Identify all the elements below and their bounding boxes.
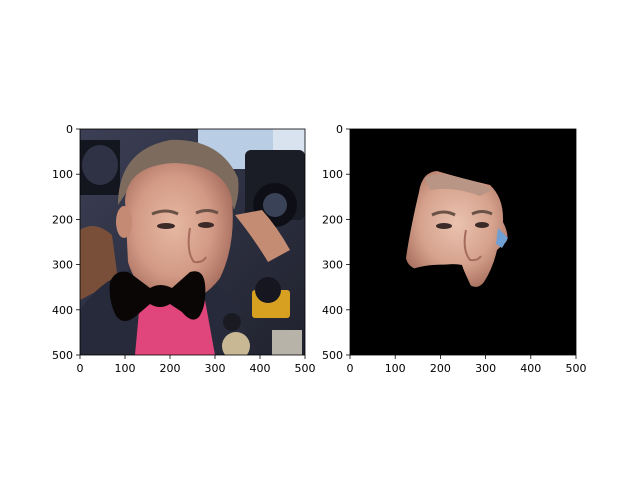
x-tick-label: 200 [160,362,181,375]
x-tick-label: 400 [250,362,271,375]
x-tick-label: 0 [77,362,84,375]
right-image-axes: 0 100 200 300 400 500 0 100 200 300 400 500 [322,123,587,375]
x-tick-label: 400 [520,362,541,375]
left-axes-frame [79,128,306,356]
y-tick-label: 500 [322,349,343,362]
segmented-face-image [350,129,576,355]
y-tick-label: 200 [52,213,73,226]
x-tick-label: 300 [205,362,226,375]
y-tick-label: 500 [52,349,73,362]
y-tick-label: 300 [322,259,343,272]
y-tick-label: 0 [336,123,343,136]
y-tick-label: 300 [52,259,73,272]
x-tick-label: 200 [430,362,451,375]
y-tick-label: 400 [322,304,343,317]
x-tick-label: 300 [475,362,496,375]
left-image-axes: 0 100 200 300 400 500 0 100 200 300 400 500 [52,123,316,375]
x-tick-label: 100 [385,362,406,375]
y-tick-label: 100 [52,168,73,181]
y-tick-label: 0 [66,123,73,136]
right-axes-ticks: 0 100 200 300 400 500 0 100 200 300 400 500 [322,123,587,375]
x-tick-label: 100 [115,362,136,375]
bow-tie-shape [109,271,206,321]
left-axes-ticks: 0 100 200 300 400 500 0 100 200 300 400 500 [52,123,316,375]
y-tick-label: 200 [322,213,343,226]
x-tick-label: 0 [347,362,354,375]
x-tick-label: 500 [566,362,587,375]
photo-image [80,129,305,355]
y-tick-label: 100 [322,168,343,181]
y-tick-label: 400 [52,304,73,317]
x-tick-label: 500 [295,362,316,375]
right-axes-frame [349,128,577,356]
